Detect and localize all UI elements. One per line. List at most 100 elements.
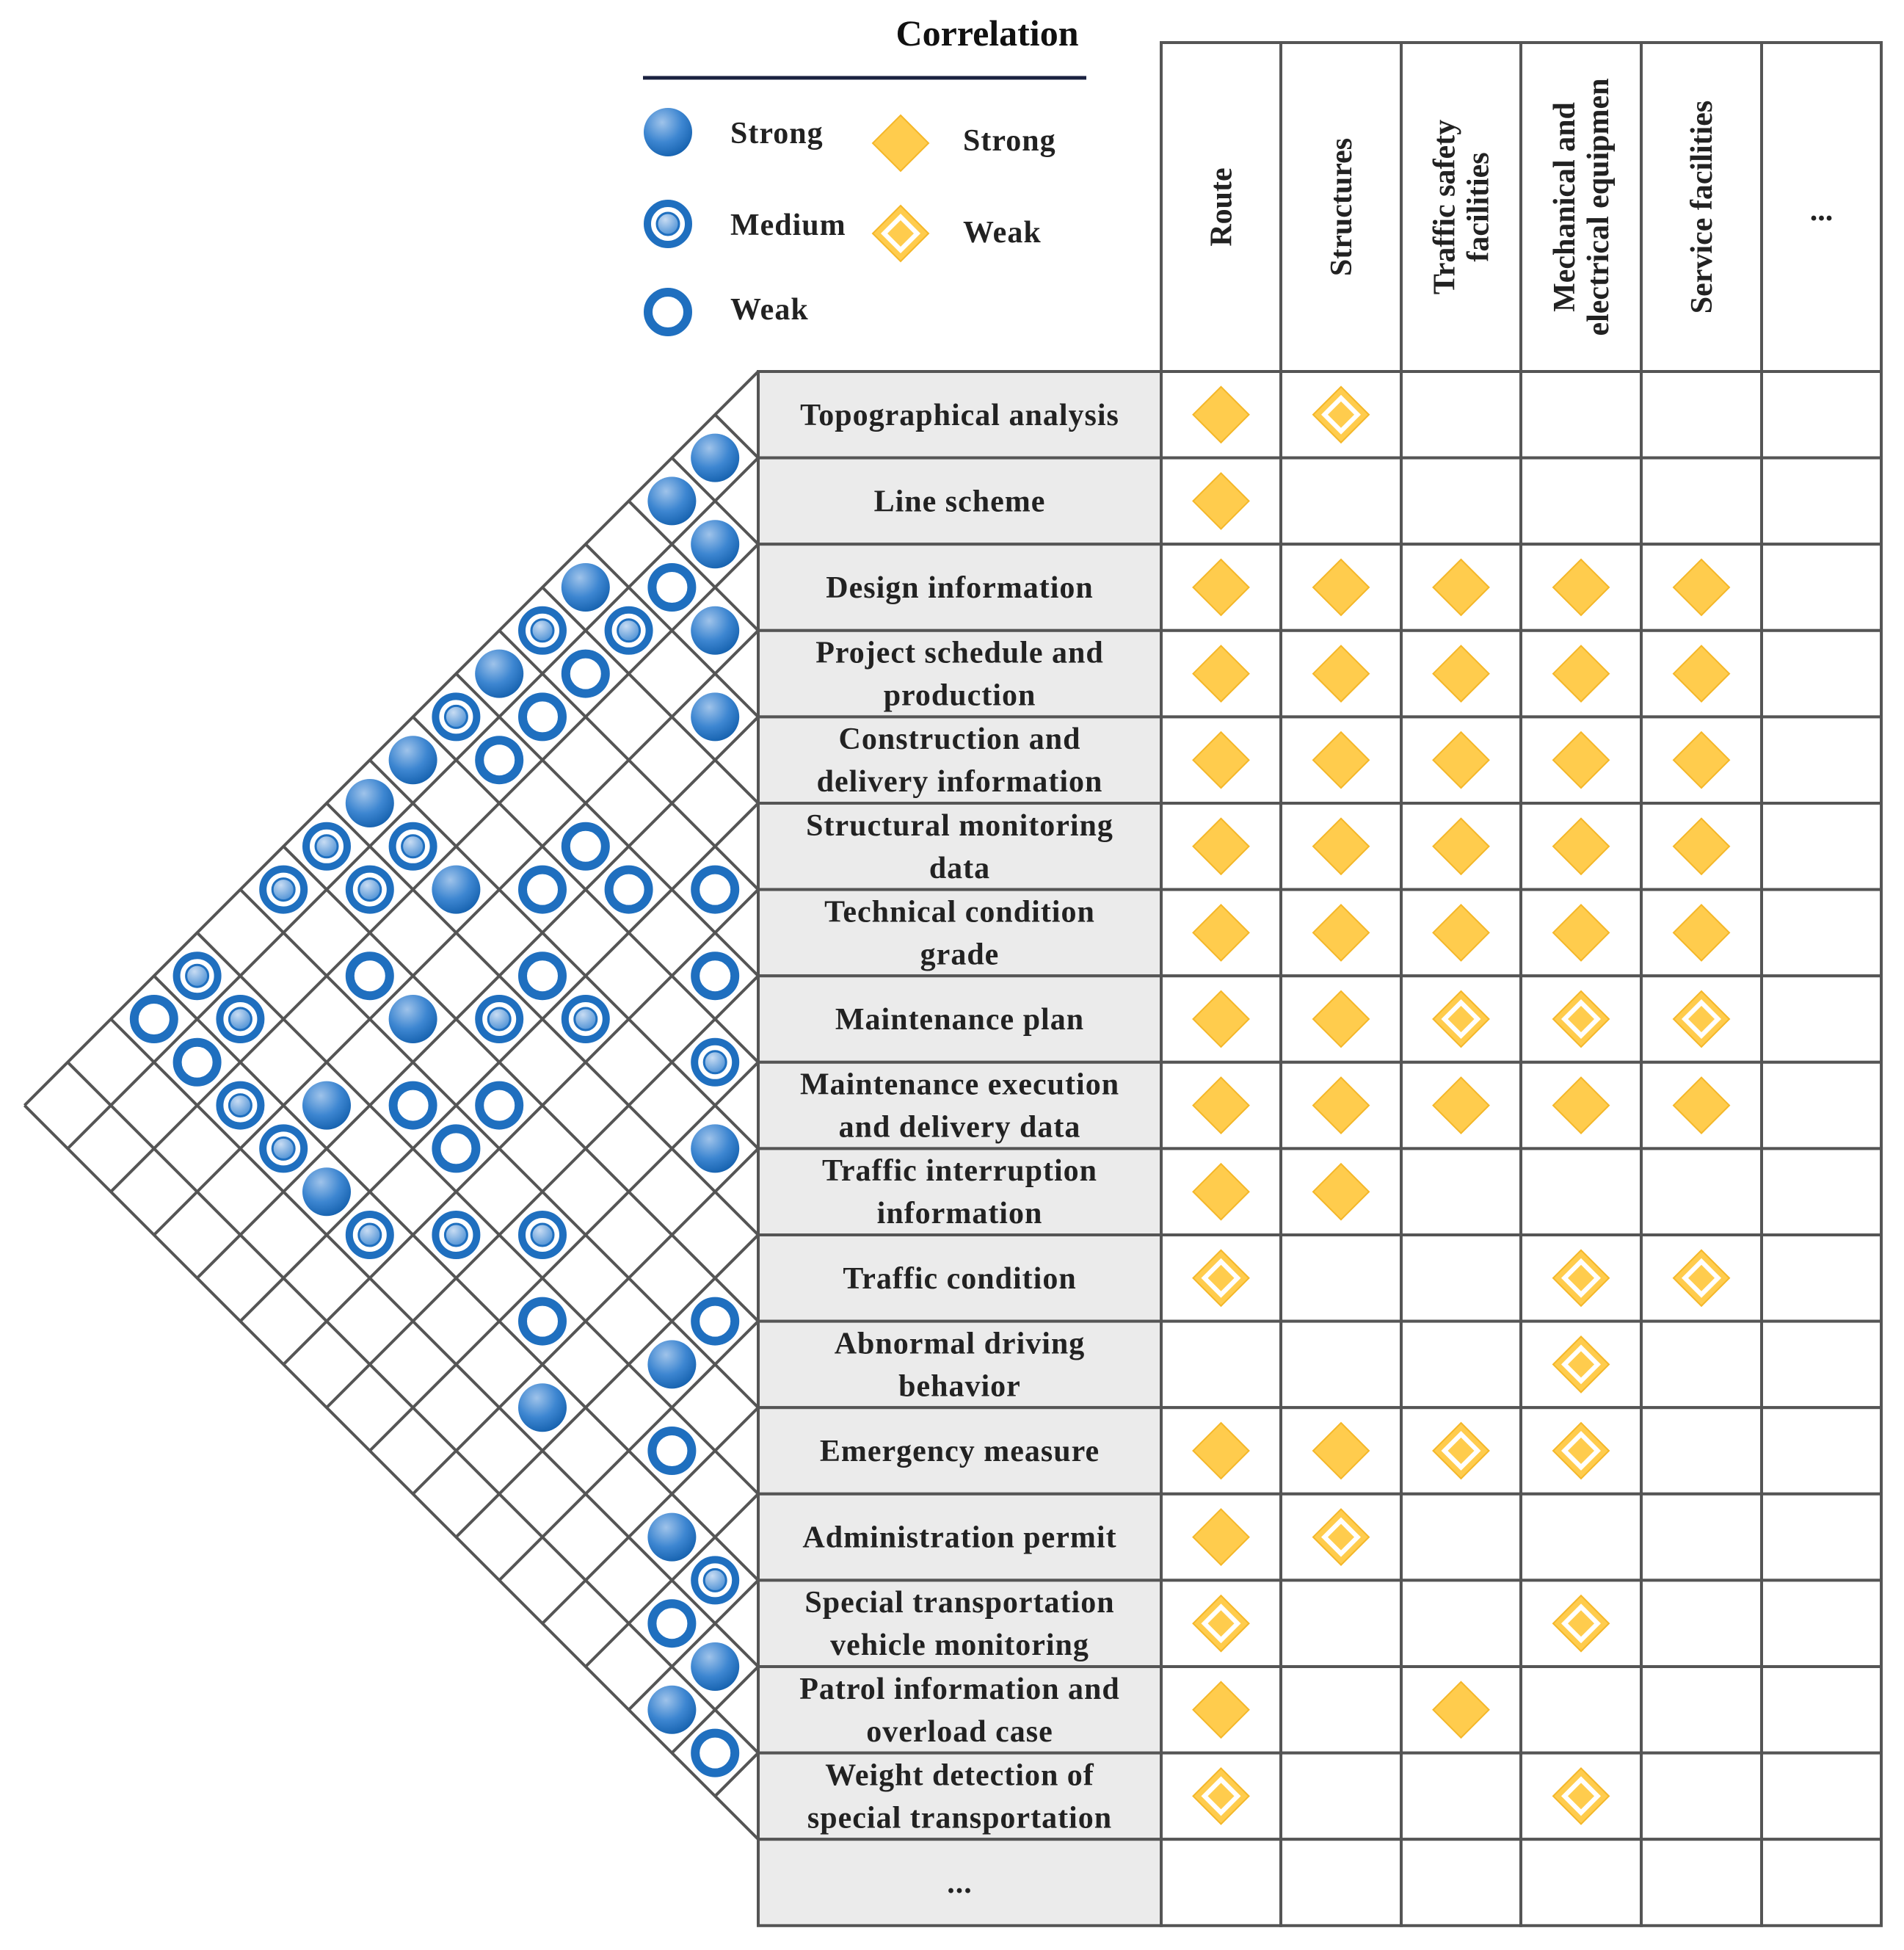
matrix-cell [1279,1665,1403,1755]
correlation-strong-mark [345,779,394,827]
diamond-strong-mark [1312,903,1370,962]
correlation-medium-mark [302,822,351,871]
diamond-strong-mark [1552,558,1610,617]
correlation-medium-mark [432,1211,481,1259]
row-label-cell [757,888,1163,978]
legend-item-circle-strong: Strong [644,108,823,156]
row-label: Technical condition [824,895,1095,929]
roof-grid-line [713,413,760,460]
row-label: Abnormal driving [835,1327,1086,1360]
legend-label: Medium [730,209,846,242]
diamond-weak-mark [1672,990,1731,1048]
diamond-strong-mark [1432,1076,1490,1135]
matrix-cell [1760,802,1883,891]
column-label: ... [1810,194,1834,228]
diamond-strong-mark [1672,645,1731,703]
diamond-strong-mark [1192,1076,1250,1135]
matrix-cell [1760,1406,1883,1496]
correlation-weak-mark [691,865,740,914]
correlation-strong-mark [432,865,481,914]
matrix-cell [1640,370,1763,460]
correlation-medium-mark [561,995,610,1043]
correlation-medium-mark [432,692,481,742]
matrix-cell [1640,456,1763,546]
matrix-cell [1760,628,1883,719]
diamond-strong-mark [1552,903,1610,962]
row-label: Topographical analysis [800,399,1119,432]
matrix-cell [1760,888,1883,978]
row-label: Structural monitoring [806,809,1113,843]
roof-grid-line [66,1061,760,1755]
matrix-cell [1760,1665,1883,1755]
matrix-cell [1519,370,1643,460]
correlation-strong-mark [388,995,437,1043]
row-label: Maintenance plan [835,1003,1084,1037]
roof-grid-line [368,1061,760,1452]
correlation-strong-mark [561,563,610,612]
matrix-cell [1519,1492,1643,1582]
row-label: special transportation [807,1801,1112,1835]
correlation-medium-mark [345,1211,394,1259]
diamond-strong-mark [1552,645,1610,703]
diamond-strong-mark [1192,1508,1250,1567]
correlation-weak-mark [561,649,610,698]
legend-label: Weak [730,293,809,327]
matrix-cell [1400,1147,1522,1237]
diamond-weak-mark [1312,385,1370,444]
column-label: Traffic safety [1428,120,1462,294]
roof-grid-line [109,1018,760,1668]
row-label: production [884,679,1036,713]
row-label: Line scheme [874,485,1046,518]
diamond-strong-mark [1552,1076,1610,1135]
diamond-strong-mark [1312,1076,1370,1135]
diamond-strong-mark [1192,645,1250,703]
matrix-cell [1640,1838,1763,1927]
roof-grid-line [109,543,760,1193]
matrix-cell [1760,1147,1883,1237]
matrix-cell [1400,1751,1522,1841]
matrix-cell [1400,1838,1522,1927]
row-label: overload case [866,1715,1053,1749]
roof-grid-line [196,931,760,1496]
diamond-weak-mark [1192,1594,1250,1653]
correlation-weak-mark [518,1297,567,1346]
matrix-cell [1160,1838,1282,1927]
correlation-strong-mark [691,606,740,655]
roof-grid-line [713,1752,760,1797]
matrix-cell [1640,1406,1763,1496]
row-label: Maintenance execution [800,1068,1119,1102]
diamond-strong-mark [1192,558,1250,617]
correlation-medium-mark [216,995,265,1043]
diamond-weak-mark [1432,1421,1490,1480]
correlation-weak-mark [561,822,610,871]
correlation-medium-mark [475,995,524,1043]
diamond-strong-mark [1192,385,1250,444]
diamond-weak-icon [871,204,930,263]
diamond-weak-mark [1552,1421,1610,1480]
roof-grid-line [454,1233,760,1539]
legend-label: Strong [963,124,1056,158]
matrix-cell [1519,456,1643,546]
correlation-weak-mark [475,736,524,785]
correlation-medium-mark [691,1556,740,1605]
correlation-medium-mark [388,822,437,871]
row-label-cell [757,715,1163,805]
correlation-weak-mark [604,865,653,914]
correlation-strong-mark [302,1081,351,1130]
diamond-strong-mark [1192,1421,1250,1480]
row-label-cell [757,1147,1163,1237]
correlation-medium-mark [259,1124,308,1173]
roof-correlation-matrix [23,370,760,1841]
diamond-strong-mark [1312,558,1370,617]
row-label-cell [757,628,1163,719]
correlation-weak-mark [691,952,740,1001]
correlation-strong-mark [518,1383,567,1432]
correlation-weak-mark [518,692,567,742]
correlation-medium-mark [172,952,222,1001]
correlation-strong-mark [691,1642,740,1691]
roof-grid-line [584,543,760,718]
matrix-cell [1400,1492,1522,1582]
diamond-strong-mark [1432,645,1490,703]
legend-item-circle-medium: Medium [644,200,846,248]
matrix-cell [1519,1665,1643,1755]
